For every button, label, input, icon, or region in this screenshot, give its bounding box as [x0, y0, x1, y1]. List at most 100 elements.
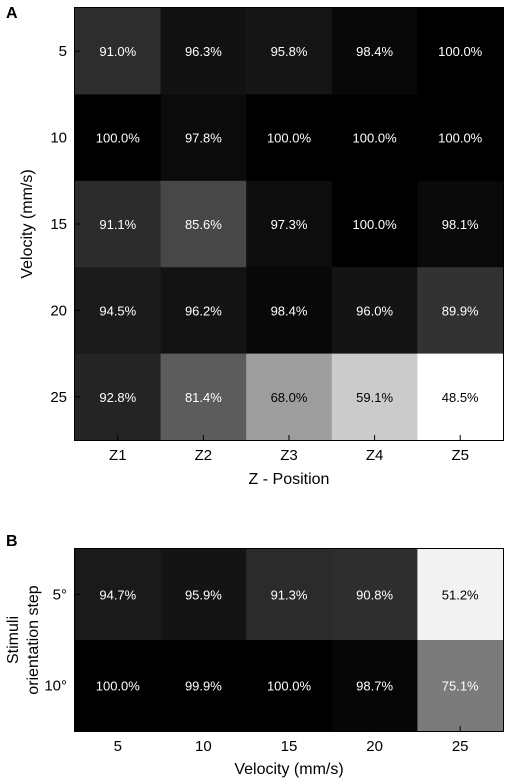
data-label: 81.4% [185, 390, 222, 405]
heatmap-a-y-ticks: 5 10 15 20 25 [50, 43, 80, 406]
data-label: 95.8% [271, 44, 308, 59]
data-label: 94.5% [99, 303, 136, 318]
data-label: 94.7% [99, 588, 136, 603]
y-tick-label: 10° [44, 678, 67, 695]
panel-label-b: B [6, 533, 18, 550]
heatmap-cell [246, 549, 333, 641]
data-label: 97.8% [185, 131, 222, 146]
heatmap-cell [246, 267, 333, 355]
heatmap-a-frame [74, 7, 504, 441]
heatmap-cell [417, 353, 504, 441]
heatmap-cell [75, 8, 162, 95]
y-tick-label: 5° [53, 587, 67, 604]
x-tick-label: Z4 [366, 447, 384, 464]
x-tick-label: 5 [114, 738, 122, 755]
heatmap-cell [75, 267, 162, 355]
data-label: 95.9% [185, 588, 222, 603]
data-label: 100.0% [267, 679, 312, 694]
heatmap-cell [417, 640, 504, 732]
y-tick-label: 10 [50, 130, 67, 147]
data-label: 91.1% [99, 217, 136, 232]
heatmap-cell [160, 180, 247, 268]
data-label: 85.6% [185, 217, 222, 232]
data-label: 92.8% [99, 390, 136, 405]
x-tick-label: 15 [281, 738, 298, 755]
heatmap-cell [246, 353, 333, 441]
x-tick-label: Z3 [280, 447, 298, 464]
data-label: 98.7% [356, 679, 393, 694]
data-label: 100.0% [438, 44, 483, 59]
heatmap-cell [246, 640, 333, 732]
data-label: 100.0% [353, 131, 398, 146]
heatmap-a-y-axis-label: Velocity (mm/s) [19, 169, 36, 278]
x-tick-label: Z1 [109, 447, 127, 464]
heatmap-cell [331, 353, 418, 441]
heatmap-cell [331, 549, 418, 641]
x-tick-label: 10 [195, 738, 212, 755]
data-label: 68.0% [271, 390, 308, 405]
heatmap-cell [331, 640, 418, 732]
heatmap-b-y-axis-label-line-1: Stimuli [5, 616, 22, 664]
data-label: 96.2% [185, 303, 222, 318]
heatmap-b-frame [74, 548, 504, 732]
heatmap-a: A 91.0% 96.3% 95.8% 98.4% 100.0% 100.0% 97.8% 1… [6, 5, 504, 488]
data-label: 75.1% [442, 679, 479, 694]
heatmap-cell [331, 180, 418, 268]
y-tick-label: 25 [50, 389, 67, 406]
heatmap-cell [160, 353, 247, 441]
heatmap-cell [75, 353, 162, 441]
heatmap-cell [160, 267, 247, 355]
y-tick-label: 15 [50, 216, 67, 233]
y-tick-label: 20 [50, 302, 67, 319]
heatmap-a-x-ticks: Z1 Z2 Z3 Z4 Z5 [109, 435, 469, 464]
heatmap-cell [417, 94, 504, 182]
data-label: 51.2% [442, 588, 479, 603]
heatmap-cell [417, 8, 504, 95]
heatmap-b-y-axis-label-line-2: orientation step [25, 585, 42, 695]
data-label: 89.9% [442, 303, 479, 318]
data-label: 100.0% [96, 679, 141, 694]
heatmap-b-x-axis-label: Velocity (mm/s) [234, 761, 343, 778]
data-label: 98.4% [271, 303, 308, 318]
x-tick-label: Z5 [451, 447, 469, 464]
heatmap-cell [417, 549, 504, 641]
heatmap-cell [246, 94, 333, 182]
data-label: 96.0% [356, 303, 393, 318]
heatmap-cell [75, 640, 162, 732]
heatmap-b-y-ticks: 5° 10° [44, 587, 80, 695]
heatmap-cell [160, 94, 247, 182]
heatmap-b-x-ticks: 5 10 15 20 25 [114, 726, 469, 755]
heatmap-cell [75, 549, 162, 641]
data-label: 59.1% [356, 390, 393, 405]
data-label: 100.0% [96, 131, 141, 146]
data-label: 100.0% [438, 131, 483, 146]
data-label: 91.3% [271, 588, 308, 603]
data-label: 91.0% [99, 44, 136, 59]
heatmap-b: B 94.7% 95.9% 91.3% 90.8% 51.2% 100.0% 99.9% 10… [5, 533, 504, 778]
data-label: 98.4% [356, 44, 393, 59]
heatmap-cell [75, 180, 162, 268]
data-label: 100.0% [267, 131, 312, 146]
heatmap-b-cells: 94.7% 95.9% 91.3% 90.8% 51.2% 100.0% 99.9% 100.… [75, 549, 504, 732]
heatmap-a-x-axis-label: Z - Position [249, 471, 330, 488]
heatmap-cell [331, 8, 418, 95]
panel-label-a: A [6, 5, 18, 22]
heatmap-cell [246, 8, 333, 95]
heatmap-cell [331, 94, 418, 182]
y-tick-label: 5 [59, 43, 67, 60]
heatmap-cell [331, 267, 418, 355]
x-tick-label: 20 [366, 738, 383, 755]
data-label: 96.3% [185, 44, 222, 59]
heatmap-cell [160, 8, 247, 95]
heatmap-cell [246, 180, 333, 268]
heatmap-cell [75, 94, 162, 182]
x-tick-label: Z2 [195, 447, 213, 464]
data-label: 97.3% [271, 217, 308, 232]
data-label: 90.8% [356, 588, 393, 603]
x-tick-label: 25 [452, 738, 469, 755]
heatmap-b-y-axis-label: Stimuli orientation step [5, 585, 42, 695]
heatmap-cell [160, 549, 247, 641]
heatmap-cell [417, 267, 504, 355]
heatmap-a-cells: 91.0% 96.3% 95.8% 98.4% 100.0% 100.0% 97.8% 100… [75, 8, 504, 441]
